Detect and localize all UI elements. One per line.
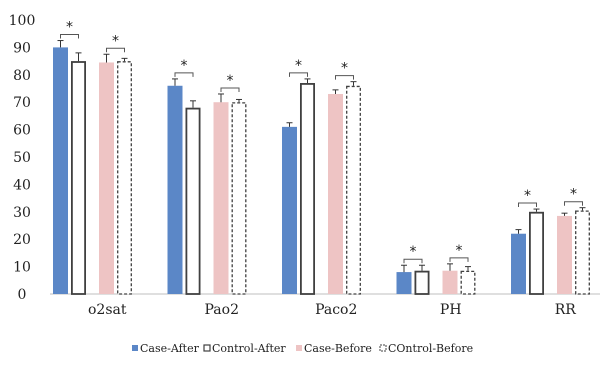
- x-tick-label-ph: PH: [440, 302, 462, 318]
- significance-paco2-case-before-star: *: [341, 61, 348, 77]
- significance-ph-case-after-bracket: [403, 258, 423, 264]
- bar-case-after-pao2: [167, 85, 183, 294]
- bar-case-before-ph: [442, 270, 458, 294]
- significance-rr-case-before-bracket: [564, 201, 583, 206]
- significance-o2sat-case-before-bracket: [106, 47, 125, 53]
- y-tick-label-10: 10: [13, 260, 31, 276]
- legend-swatch-case-before: [296, 345, 302, 351]
- significance-pao2-case-before-bracket: [220, 87, 240, 92]
- significance-pao2-case-after-bracket: [174, 72, 194, 77]
- y-tick-label-60: 60: [13, 123, 31, 139]
- x-tick-label-rr: RR: [555, 302, 577, 318]
- legend-swatch-control-before: [379, 344, 387, 352]
- legend-label-control-before: COntrol-Before: [388, 342, 473, 355]
- significance-paco2-case-after-star: *: [295, 58, 302, 74]
- legend-swatch-case-after: [132, 345, 138, 351]
- y-tick-label-30: 30: [13, 205, 31, 221]
- significance-rr-case-after-bracket: [518, 202, 537, 208]
- y-tick-label-100: 100: [9, 13, 36, 29]
- legend-label-case-before: Case-Before: [304, 342, 372, 355]
- significance-ph-case-after-star: *: [410, 244, 417, 260]
- bar-control-before-ph: [460, 270, 476, 295]
- significance-o2sat-case-after-star: *: [66, 20, 73, 36]
- significance-paco2-case-before-bracket: [335, 75, 354, 80]
- significance-paco2-case-after-bracket: [289, 72, 308, 77]
- bar-case-after-rr: [511, 233, 526, 294]
- bar-case-before-paco2: [328, 93, 343, 294]
- x-tick-label-pao2: Pao2: [205, 302, 239, 318]
- bar-control-after-pao2: [185, 107, 201, 295]
- y-tick-label-90: 90: [13, 40, 31, 56]
- significance-pao2-case-before-star: *: [227, 73, 234, 89]
- bar-case-before-rr: [557, 215, 572, 294]
- significance-o2sat-case-after-bracket: [60, 34, 79, 39]
- bar-control-before-o2sat: [117, 61, 132, 295]
- bar-case-after-ph: [396, 272, 412, 294]
- bar-control-before-pao2: [231, 102, 247, 295]
- bar-case-before-o2sat: [99, 62, 114, 294]
- significance-o2sat-case-before-star: *: [112, 33, 119, 49]
- bar-control-after-ph: [414, 270, 430, 295]
- legend-swatch-control-after: [203, 344, 211, 352]
- y-tick-label-70: 70: [13, 95, 31, 111]
- x-tick-label-paco2: Paco2: [315, 302, 357, 318]
- y-tick-label-50: 50: [13, 150, 31, 166]
- y-tick-label-40: 40: [13, 177, 31, 193]
- bar-control-after-rr: [529, 211, 545, 295]
- bar-control-after-paco2: [299, 83, 315, 295]
- significance-ph-case-before-bracket: [449, 257, 469, 262]
- bar-case-after-paco2: [282, 126, 297, 294]
- significance-pao2-case-after-star: *: [181, 58, 188, 74]
- bar-control-before-rr: [575, 210, 590, 295]
- x-tick-label-o2sat: o2sat: [88, 302, 127, 318]
- legend-label-case-after: Case-After: [140, 342, 200, 355]
- significance-ph-case-before-star: *: [456, 243, 463, 259]
- bar-case-before-pao2: [213, 102, 229, 294]
- bar-case-after-o2sat: [53, 47, 68, 295]
- bar-control-before-paco2: [346, 85, 361, 295]
- legend-label-control-after: Control-After: [212, 342, 286, 355]
- bar-control-after-o2sat: [71, 61, 87, 295]
- y-tick-label-80: 80: [13, 68, 31, 84]
- y-tick-label-20: 20: [13, 232, 31, 248]
- y-tick-label-0: 0: [18, 287, 27, 303]
- significance-rr-case-before-star: *: [570, 187, 577, 203]
- significance-rr-case-after-star: *: [524, 188, 531, 204]
